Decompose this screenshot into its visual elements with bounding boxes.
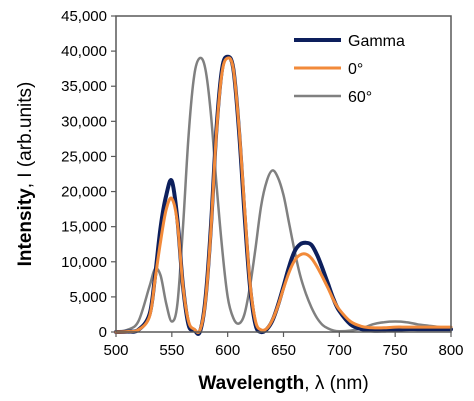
legend-label: 0° xyxy=(348,61,363,78)
y-tick-label: 40,000 xyxy=(61,43,107,60)
x-tick-label: 600 xyxy=(215,342,240,359)
legend-label: 60° xyxy=(348,89,372,106)
y-tick-label: 30,000 xyxy=(61,113,107,130)
x-axis-label: Wavelength xyxy=(198,373,304,394)
y-axis-title: Intensity, I (arb.units) xyxy=(15,82,36,267)
series-lines xyxy=(114,54,453,336)
y-tick-label: 35,000 xyxy=(61,78,107,95)
y-tick-label: 5,000 xyxy=(69,289,107,306)
y-tick-label: 20,000 xyxy=(61,184,107,201)
x-axis-title: Wavelength, λ (nm) xyxy=(198,373,368,394)
legend: Gamma 0° 60° xyxy=(294,33,405,106)
plot-area-frame xyxy=(115,15,452,333)
y-tick-label: 0 xyxy=(99,324,107,341)
legend-label: Gamma xyxy=(348,33,405,50)
x-axis-unit: , λ (nm) xyxy=(304,373,368,394)
x-tick-label: 500 xyxy=(103,342,128,359)
y-tick-label: 25,000 xyxy=(61,148,107,165)
x-tick-label: 700 xyxy=(327,342,352,359)
y-tick-label: 15,000 xyxy=(61,219,107,236)
x-tick-label: 750 xyxy=(383,342,408,359)
y-tick-label: 45,000 xyxy=(61,8,107,25)
y-axis-unit: , I (arb.units) xyxy=(15,82,36,189)
y-axis-label: Intensity xyxy=(15,188,36,267)
series-line-1 xyxy=(114,56,453,334)
y-tick-label: 10,000 xyxy=(61,254,107,271)
x-axis-ticks: 500 550 600 650 700 750 800 xyxy=(103,332,464,359)
y-axis-ticks: 0 5,000 10,000 15,000 20,000 25,000 30,000 35,0… xyxy=(61,8,116,341)
x-tick-label: 650 xyxy=(271,342,296,359)
x-tick-label: 550 xyxy=(159,342,184,359)
x-tick-label: 800 xyxy=(438,342,463,359)
